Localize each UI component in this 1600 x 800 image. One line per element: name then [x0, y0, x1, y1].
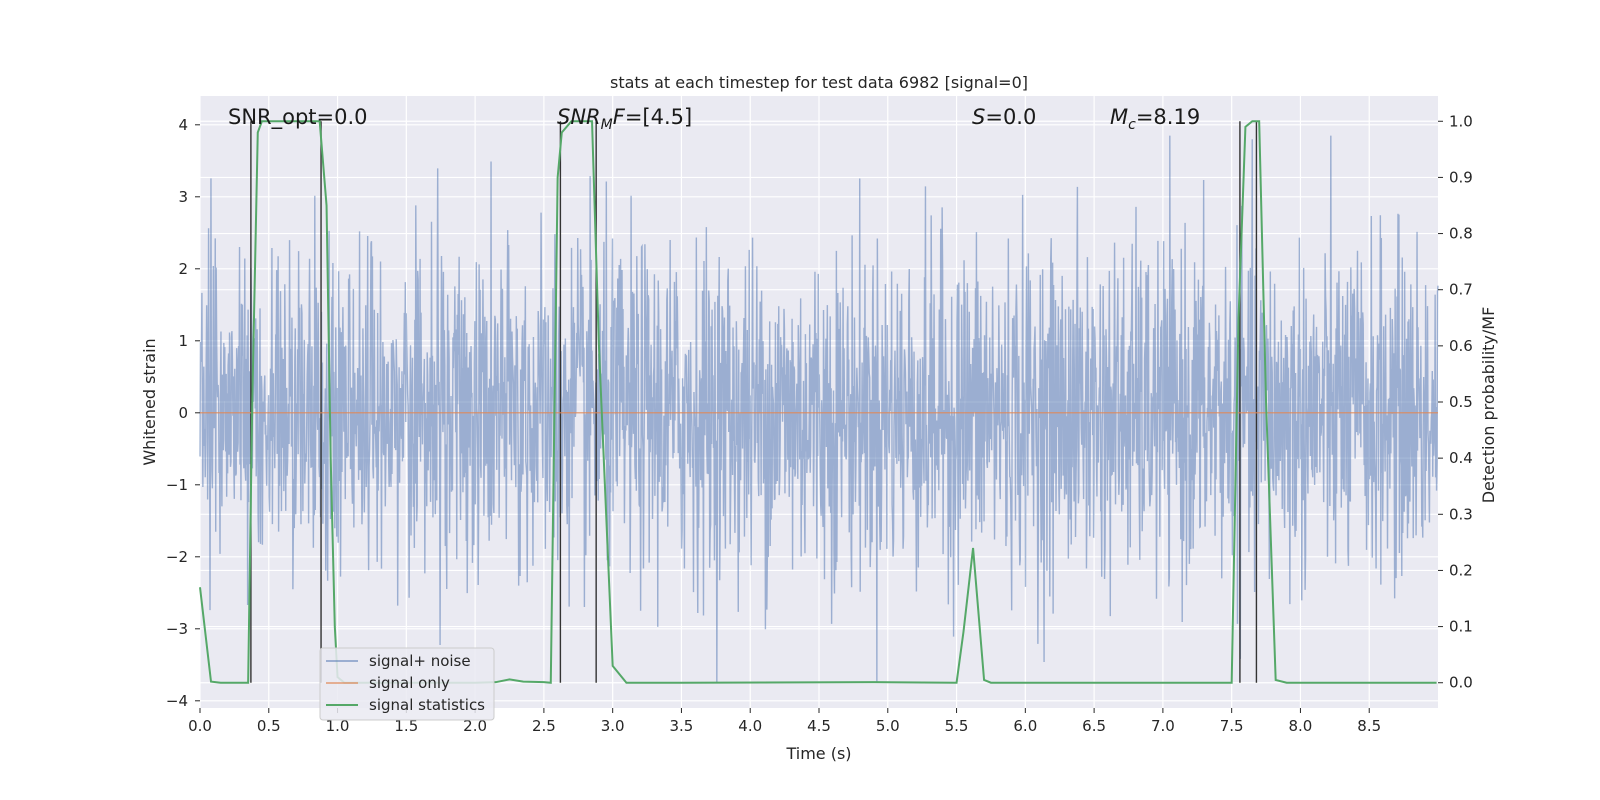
y2-tick-label: 0.4 — [1449, 449, 1473, 467]
y-tick-label: 0 — [178, 404, 188, 422]
series-group — [199, 120, 1438, 684]
y2-tick-label: 0.8 — [1449, 225, 1473, 243]
y-tick-label: 4 — [178, 116, 188, 134]
x-tick-label: 2.0 — [463, 717, 487, 735]
x-tick-label: 2.5 — [532, 717, 556, 735]
y-tick-label: −1 — [166, 476, 188, 494]
x-tick-label: 6.5 — [1082, 717, 1106, 735]
x-tick-label: 0.5 — [257, 717, 281, 735]
y2-tick-label: 0.1 — [1449, 618, 1473, 636]
x-tick-label: 0.0 — [188, 717, 212, 735]
x-axis-label: Time (s) — [785, 744, 851, 763]
legend-label-signal-noise: signal+ noise — [369, 652, 471, 670]
y-tick-label: 3 — [178, 188, 188, 206]
y-tick-label: 1 — [178, 332, 188, 350]
x-tick-label: 1.5 — [394, 717, 418, 735]
annotation-s: S=0.0 — [972, 105, 1036, 129]
y-tick-label: −3 — [166, 620, 188, 638]
legend: signal+ noise signal only signal statist… — [319, 647, 495, 721]
x-tick-label: 8.5 — [1357, 717, 1381, 735]
noise-trace — [199, 135, 1439, 683]
x-tick-label: 5.5 — [945, 717, 969, 735]
y2-tick-label: 0.5 — [1449, 393, 1473, 411]
x-tick-label: 3.5 — [670, 717, 694, 735]
annotation-mc: Mc=8.19 — [1110, 105, 1200, 133]
legend-box — [319, 647, 495, 721]
x-tick-label: 4.5 — [807, 717, 831, 735]
series-signal-statistics — [199, 120, 1437, 684]
y2-axis-label: Detection probability/MF — [1479, 307, 1498, 504]
legend-label-signal-only: signal only — [369, 674, 450, 692]
y2-tick-label: 0.9 — [1449, 168, 1473, 186]
annotation-snr-mf: SNRMF=[4.5] — [557, 105, 692, 133]
y-tick-label: −4 — [166, 692, 188, 710]
ticks: 0.0 0.5 1.0 1.5 2.0 2.5 3.0 3.5 4.0 4.5 5.0 5.5 6.0 6… — [166, 112, 1473, 735]
y-axis-label: Whitened strain — [140, 338, 159, 465]
y2-tick-label: 0.3 — [1449, 505, 1473, 523]
y-tick-label: −2 — [166, 548, 188, 566]
x-tick-label: 1.0 — [326, 717, 350, 735]
x-tick-label: 7.5 — [1220, 717, 1244, 735]
y2-tick-label: 1.0 — [1449, 112, 1473, 130]
y2-tick-label: 0.0 — [1449, 674, 1473, 692]
x-tick-label: 3.0 — [601, 717, 625, 735]
x-tick-label: 6.0 — [1013, 717, 1037, 735]
annotation-snr-opt: SNR_opt=0.0 — [228, 105, 368, 130]
y2-tick-label: 0.6 — [1449, 337, 1473, 355]
legend-label-signal-statistics: signal statistics — [369, 696, 485, 714]
annotations: SNR_opt=0.0 SNRMF=[4.5] S=0.0 Mc=8.19 — [228, 105, 1200, 133]
x-tick-label: 8.0 — [1289, 717, 1313, 735]
chart-title: stats at each timestep for test data 698… — [610, 73, 1028, 92]
y2-tick-label: 0.2 — [1449, 561, 1473, 579]
x-tick-label: 5.0 — [876, 717, 900, 735]
x-tick-label: 4.0 — [738, 717, 762, 735]
series-signal-noise — [199, 135, 1439, 683]
y2-tick-label: 0.7 — [1449, 281, 1473, 299]
x-tick-label: 7.0 — [1151, 717, 1175, 735]
y-tick-label: 2 — [178, 260, 188, 278]
vertical-markers — [250, 121, 1258, 683]
